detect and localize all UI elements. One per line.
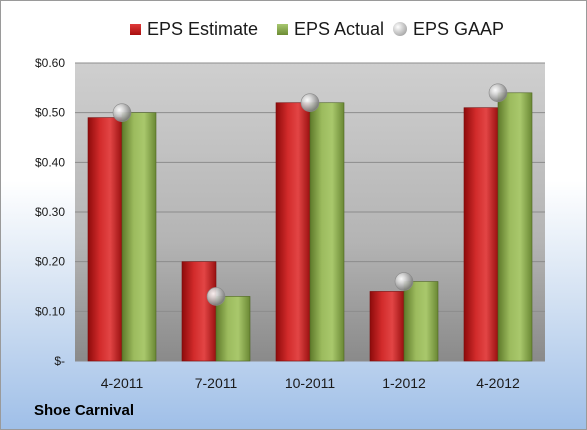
x-category-label: 1-2012 bbox=[382, 375, 426, 391]
bubble-eps-gaap bbox=[394, 272, 414, 291]
bar-eps-estimate bbox=[275, 102, 311, 362]
bar-eps-actual bbox=[403, 281, 439, 362]
company-name: Shoe Carnival bbox=[34, 402, 135, 419]
y-tick-label: $0.40 bbox=[35, 155, 65, 169]
legend-label-actual: EPS Actual bbox=[294, 18, 385, 39]
bubble-eps-gaap bbox=[300, 93, 320, 113]
bars bbox=[87, 92, 533, 362]
x-axis-categories: 4-2011 7-2011 10-2011 1-2012 4-2012 bbox=[101, 375, 520, 391]
bar-eps-estimate bbox=[369, 291, 405, 362]
legend-item-gaap: EPS GAAP bbox=[393, 17, 504, 41]
bar-eps-actual bbox=[497, 92, 533, 362]
legend-item-actual: EPS Actual bbox=[277, 17, 384, 41]
bubble-eps-gaap bbox=[112, 103, 132, 122]
bar-eps-estimate bbox=[181, 261, 217, 362]
bar-eps-actual bbox=[121, 112, 157, 362]
legend-bubble-gaap bbox=[393, 22, 407, 36]
gaap-bubbles bbox=[112, 83, 508, 306]
bubble-eps-gaap bbox=[488, 83, 508, 103]
bar-eps-estimate bbox=[463, 107, 499, 362]
legend-label-gaap: EPS GAAP bbox=[413, 18, 505, 39]
y-tick-label: $0.30 bbox=[35, 205, 65, 219]
legend-item-estimate: EPS Estimate bbox=[130, 17, 258, 41]
bubble-eps-gaap bbox=[206, 287, 226, 306]
bar-eps-estimate bbox=[87, 117, 123, 362]
legend-label-estimate: EPS Estimate bbox=[147, 18, 259, 39]
x-category-label: 10-2011 bbox=[285, 375, 336, 391]
bar-eps-actual bbox=[215, 296, 251, 362]
y-tick-label: $- bbox=[54, 354, 65, 368]
legend: EPS Estimate EPS Actual EPS GAAP bbox=[1, 17, 586, 41]
legend-swatch-estimate bbox=[130, 23, 141, 35]
y-tick-label: $0.20 bbox=[35, 255, 65, 269]
bar-eps-actual bbox=[309, 102, 345, 362]
y-tick-label: $0.10 bbox=[35, 304, 65, 318]
y-tick-label: $0.60 bbox=[35, 56, 65, 70]
legend-swatch-actual bbox=[277, 23, 288, 35]
x-category-label: 7-2011 bbox=[195, 375, 238, 391]
x-category-label: 4-2011 bbox=[101, 375, 144, 391]
y-tick-label: $0.50 bbox=[35, 106, 65, 120]
x-category-label: 4-2012 bbox=[476, 375, 520, 391]
y-axis-ticks: $- $0.10 $0.20 $0.30 $0.40 $0.50 $0.60 bbox=[35, 56, 65, 368]
